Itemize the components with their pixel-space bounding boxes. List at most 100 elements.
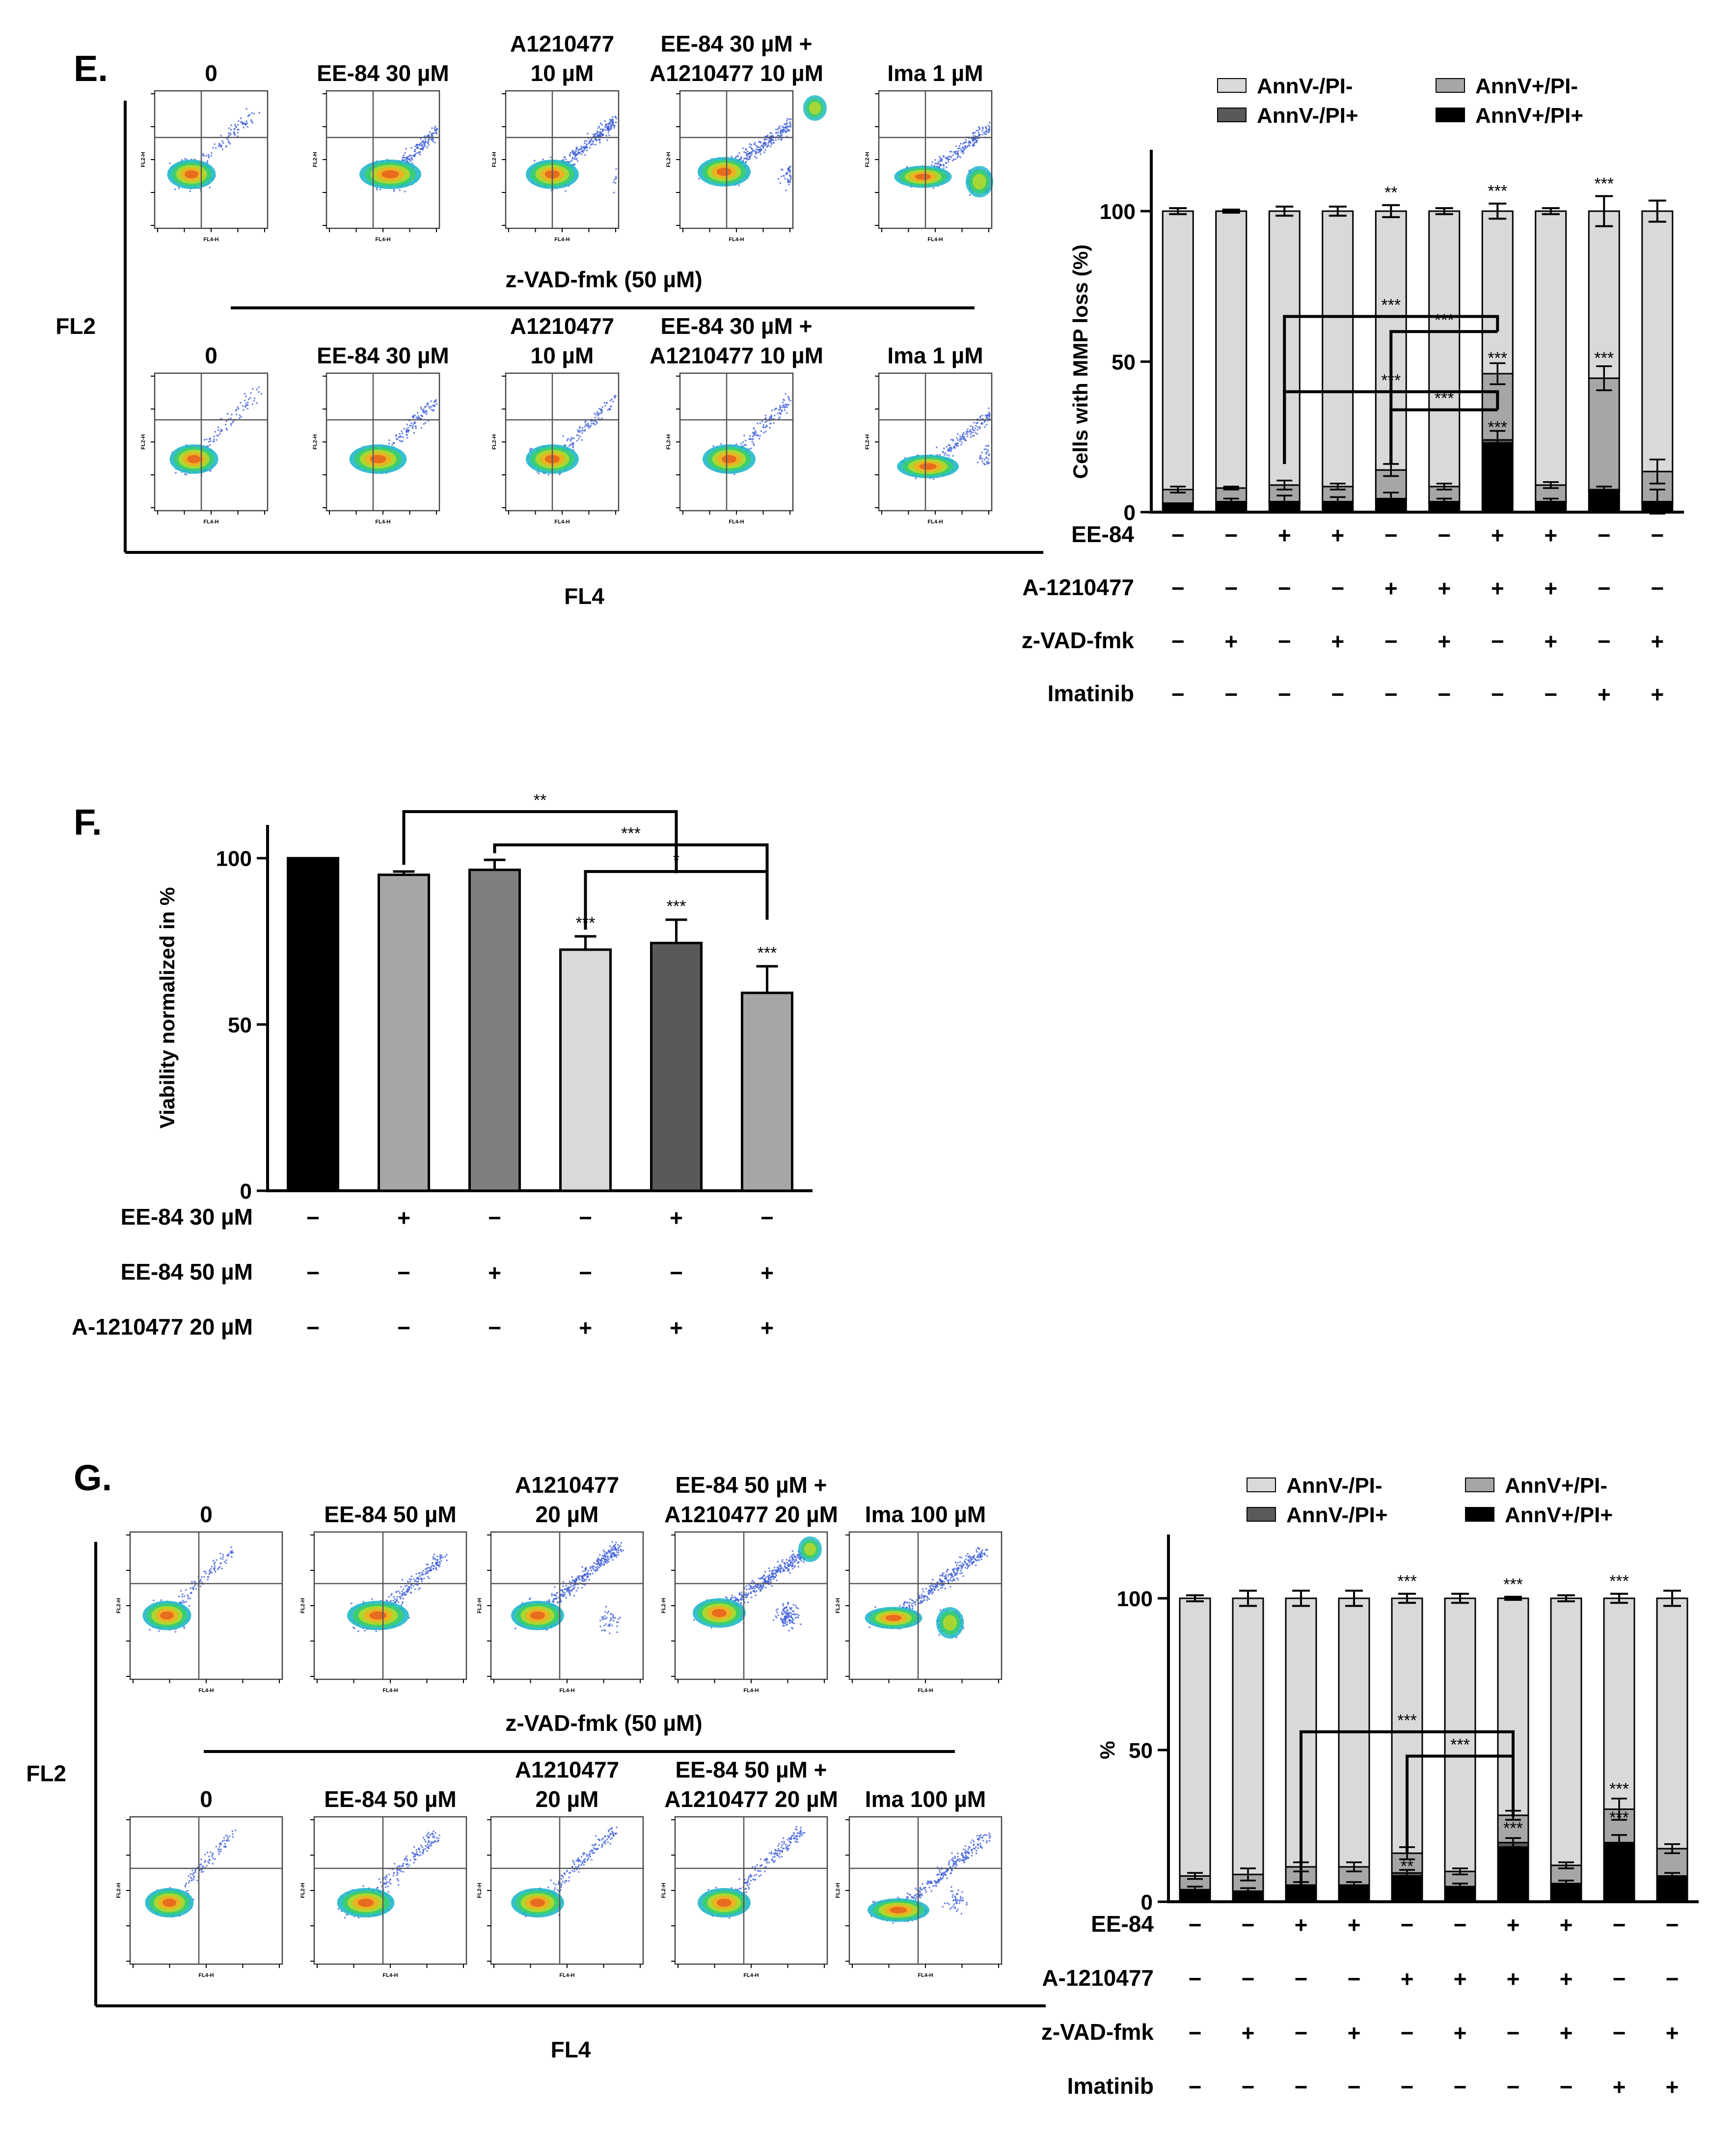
event-dot xyxy=(600,133,603,135)
event-dot xyxy=(777,178,780,180)
event-dot xyxy=(745,161,747,164)
event-dot xyxy=(415,427,417,430)
condition-title: Ima 1 µM xyxy=(887,343,983,368)
event-dot xyxy=(985,128,988,130)
event-dot xyxy=(420,144,423,147)
event-dot xyxy=(237,406,239,408)
event-dot xyxy=(760,148,762,150)
event-dot xyxy=(571,150,573,152)
event-dot xyxy=(749,143,751,145)
event-dot xyxy=(747,153,749,155)
event-dot xyxy=(604,129,607,131)
event-dot xyxy=(252,388,254,390)
event-dot xyxy=(937,161,940,163)
condition-title: Ima 1 µM xyxy=(887,60,983,86)
event-dot xyxy=(771,143,773,145)
event-dot xyxy=(240,402,242,404)
event-dot xyxy=(211,152,213,154)
event-dot xyxy=(542,158,544,161)
event-dot xyxy=(787,170,790,172)
event-dot xyxy=(237,129,239,131)
event-dot xyxy=(605,135,607,137)
event-dot xyxy=(607,128,609,131)
event-dot xyxy=(401,432,404,435)
event-dot xyxy=(253,397,256,399)
event-dot xyxy=(406,160,407,162)
event-dot xyxy=(379,189,381,191)
event-dot xyxy=(955,145,957,147)
event-dot xyxy=(213,436,216,438)
event-dot xyxy=(779,182,782,184)
event-dot xyxy=(615,175,617,178)
event-dot xyxy=(744,151,747,154)
event-dot xyxy=(250,392,252,394)
event-dot xyxy=(422,139,424,142)
event-dot xyxy=(256,402,258,404)
event-dot xyxy=(410,155,412,157)
event-dot xyxy=(242,123,244,125)
event-dot xyxy=(393,189,395,191)
event-dot xyxy=(738,152,740,154)
event-dot xyxy=(604,125,607,128)
event-dot xyxy=(178,187,180,190)
event-dot xyxy=(229,132,232,135)
event-dot xyxy=(759,146,761,148)
event-dot xyxy=(978,134,980,137)
event-dot xyxy=(957,152,959,155)
event-dot xyxy=(415,143,418,146)
event-dot xyxy=(584,142,586,144)
event-dot xyxy=(584,140,586,142)
event-dot xyxy=(407,158,408,160)
flow-plot: FL4-H FL2-H xyxy=(666,90,827,243)
event-dot xyxy=(231,413,233,416)
event-dot xyxy=(228,127,230,129)
x-axis-label: FL4-H xyxy=(729,237,744,243)
event-dot xyxy=(246,408,249,410)
event-dot xyxy=(434,129,437,131)
event-dot xyxy=(410,157,412,160)
event-dot xyxy=(430,406,433,408)
event-dot xyxy=(209,187,211,189)
event-dot xyxy=(410,422,412,425)
event-dot xyxy=(403,428,405,430)
event-dot xyxy=(419,151,421,153)
event-dot xyxy=(235,413,238,415)
event-dot xyxy=(754,141,756,144)
event-dot xyxy=(609,119,612,122)
event-dot xyxy=(951,159,954,162)
event-dot xyxy=(785,189,787,192)
event-dot xyxy=(988,126,991,128)
event-dot xyxy=(184,473,186,475)
event-dot xyxy=(247,401,249,404)
event-dot xyxy=(977,132,980,134)
event-dot xyxy=(573,158,575,160)
event-dot xyxy=(955,153,957,155)
event-dot xyxy=(241,121,243,123)
event-dot xyxy=(404,152,406,154)
event-dot xyxy=(186,473,188,476)
event-dot xyxy=(973,144,975,146)
event-dot xyxy=(410,147,412,149)
event-dot xyxy=(428,134,430,136)
event-dot xyxy=(604,120,606,122)
event-dot xyxy=(950,150,952,153)
event-dot xyxy=(987,129,989,131)
event-dot xyxy=(586,143,588,145)
event-dot xyxy=(225,420,227,422)
event-dot xyxy=(227,141,230,143)
event-dot xyxy=(985,126,987,128)
event-dot xyxy=(218,145,220,147)
event-dot xyxy=(762,145,765,147)
event-dot xyxy=(238,120,240,122)
event-dot xyxy=(234,134,236,136)
event-dot xyxy=(931,161,933,163)
y-axis-label: FL2-H xyxy=(666,152,672,167)
event-dot xyxy=(959,142,962,145)
event-dot xyxy=(790,177,792,179)
event-dot xyxy=(962,152,964,155)
flow-frame xyxy=(154,90,269,229)
event-dot xyxy=(228,132,230,134)
